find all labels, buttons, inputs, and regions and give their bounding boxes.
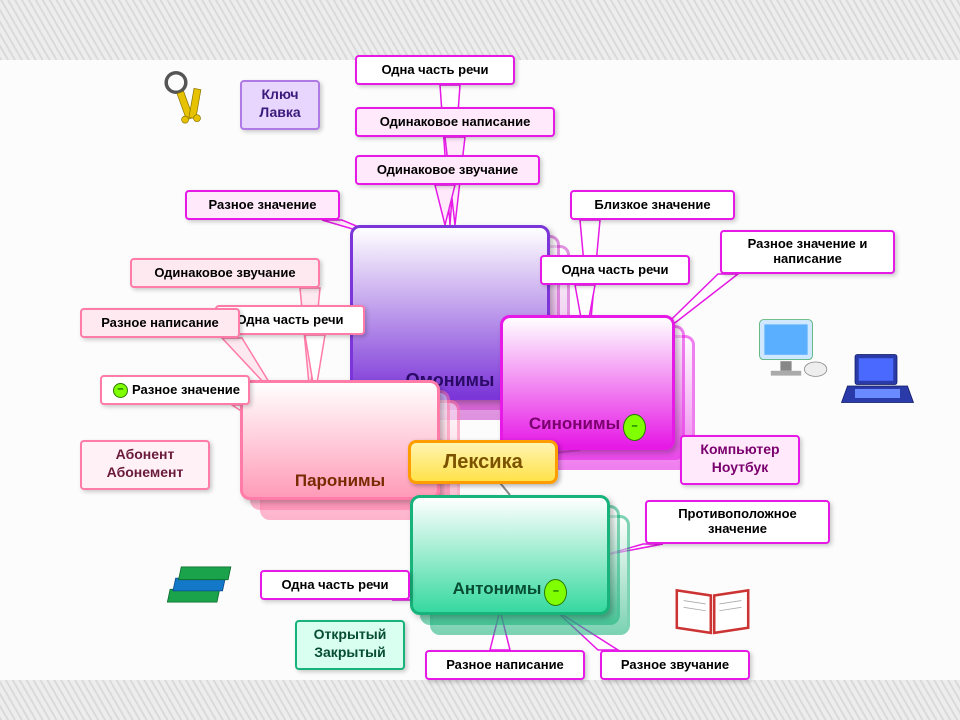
callout: Одна часть речи bbox=[355, 55, 515, 85]
book-stack-icon bbox=[165, 560, 245, 625]
node-label: Паронимы bbox=[291, 465, 389, 497]
callout: Разное значение и написание bbox=[720, 230, 895, 274]
callout: Одинаковое звучание bbox=[130, 258, 320, 288]
callout-text: Одна часть речи bbox=[561, 263, 668, 278]
callout-text: Разное значение bbox=[132, 383, 240, 398]
monitor-icon bbox=[750, 310, 830, 390]
center-node[interactable]: Лексика bbox=[408, 440, 558, 484]
decor-stripe bbox=[0, 0, 960, 60]
callout-text: Разное написание bbox=[101, 316, 219, 331]
callout-text: Одна часть речи bbox=[281, 578, 388, 593]
callout-text: Близкое значение bbox=[594, 198, 710, 213]
callout-text: Одинаковое написание bbox=[380, 115, 531, 130]
callout: Противоположное значение bbox=[645, 500, 830, 544]
node-synonyms[interactable]: Синонимы– bbox=[500, 315, 675, 450]
callout: Разное звучание bbox=[600, 650, 750, 680]
collapse-icon[interactable]: – bbox=[623, 414, 646, 441]
callout: Разное написание bbox=[80, 308, 240, 338]
callout-text: Разное написание bbox=[446, 658, 564, 673]
center-label: Лексика bbox=[443, 451, 522, 474]
callout-text: Противоположное значение bbox=[653, 507, 822, 537]
node-antonyms[interactable]: Антонимы– bbox=[410, 495, 610, 615]
callout: Разное написание bbox=[425, 650, 585, 680]
callout-text: Разное звучание bbox=[621, 658, 729, 673]
decor-stripe bbox=[0, 680, 960, 720]
callout: Одинаковое написание bbox=[355, 107, 555, 137]
example-box: АбонентАбонемент bbox=[80, 440, 210, 490]
collapse-icon[interactable]: – bbox=[113, 383, 128, 398]
example-box: КомпьютерНоутбук bbox=[680, 435, 800, 485]
callout: Разное значение bbox=[185, 190, 340, 220]
callout: Одна часть речи bbox=[540, 255, 690, 285]
callout-text: Одинаковое звучание bbox=[377, 163, 518, 178]
diagram-stage: ОмонимыСинонимы–ПаронимыАнтонимы–Лексика… bbox=[0, 0, 960, 720]
laptop-icon bbox=[840, 350, 915, 410]
callout: Близкое значение bbox=[570, 190, 735, 220]
node-label: Антонимы– bbox=[449, 573, 572, 612]
callout-text: Одинаковое звучание bbox=[154, 266, 295, 281]
example-box: ОткрытыйЗакрытый bbox=[295, 620, 405, 670]
callout: Одинаковое звучание bbox=[355, 155, 540, 185]
callout: Одна часть речи bbox=[260, 570, 410, 600]
callout-text: Одна часть речи bbox=[381, 63, 488, 78]
callout: –Разное значение bbox=[100, 375, 250, 405]
open-book-icon bbox=[670, 585, 755, 645]
callout-text: Одна часть речи bbox=[236, 313, 343, 328]
example-box: КлючЛавка bbox=[240, 80, 320, 130]
callout-text: Разное значение bbox=[208, 198, 316, 213]
callout-text: Разное значение и написание bbox=[728, 237, 887, 267]
keys-icon bbox=[155, 65, 225, 135]
collapse-icon[interactable]: – bbox=[544, 579, 567, 606]
